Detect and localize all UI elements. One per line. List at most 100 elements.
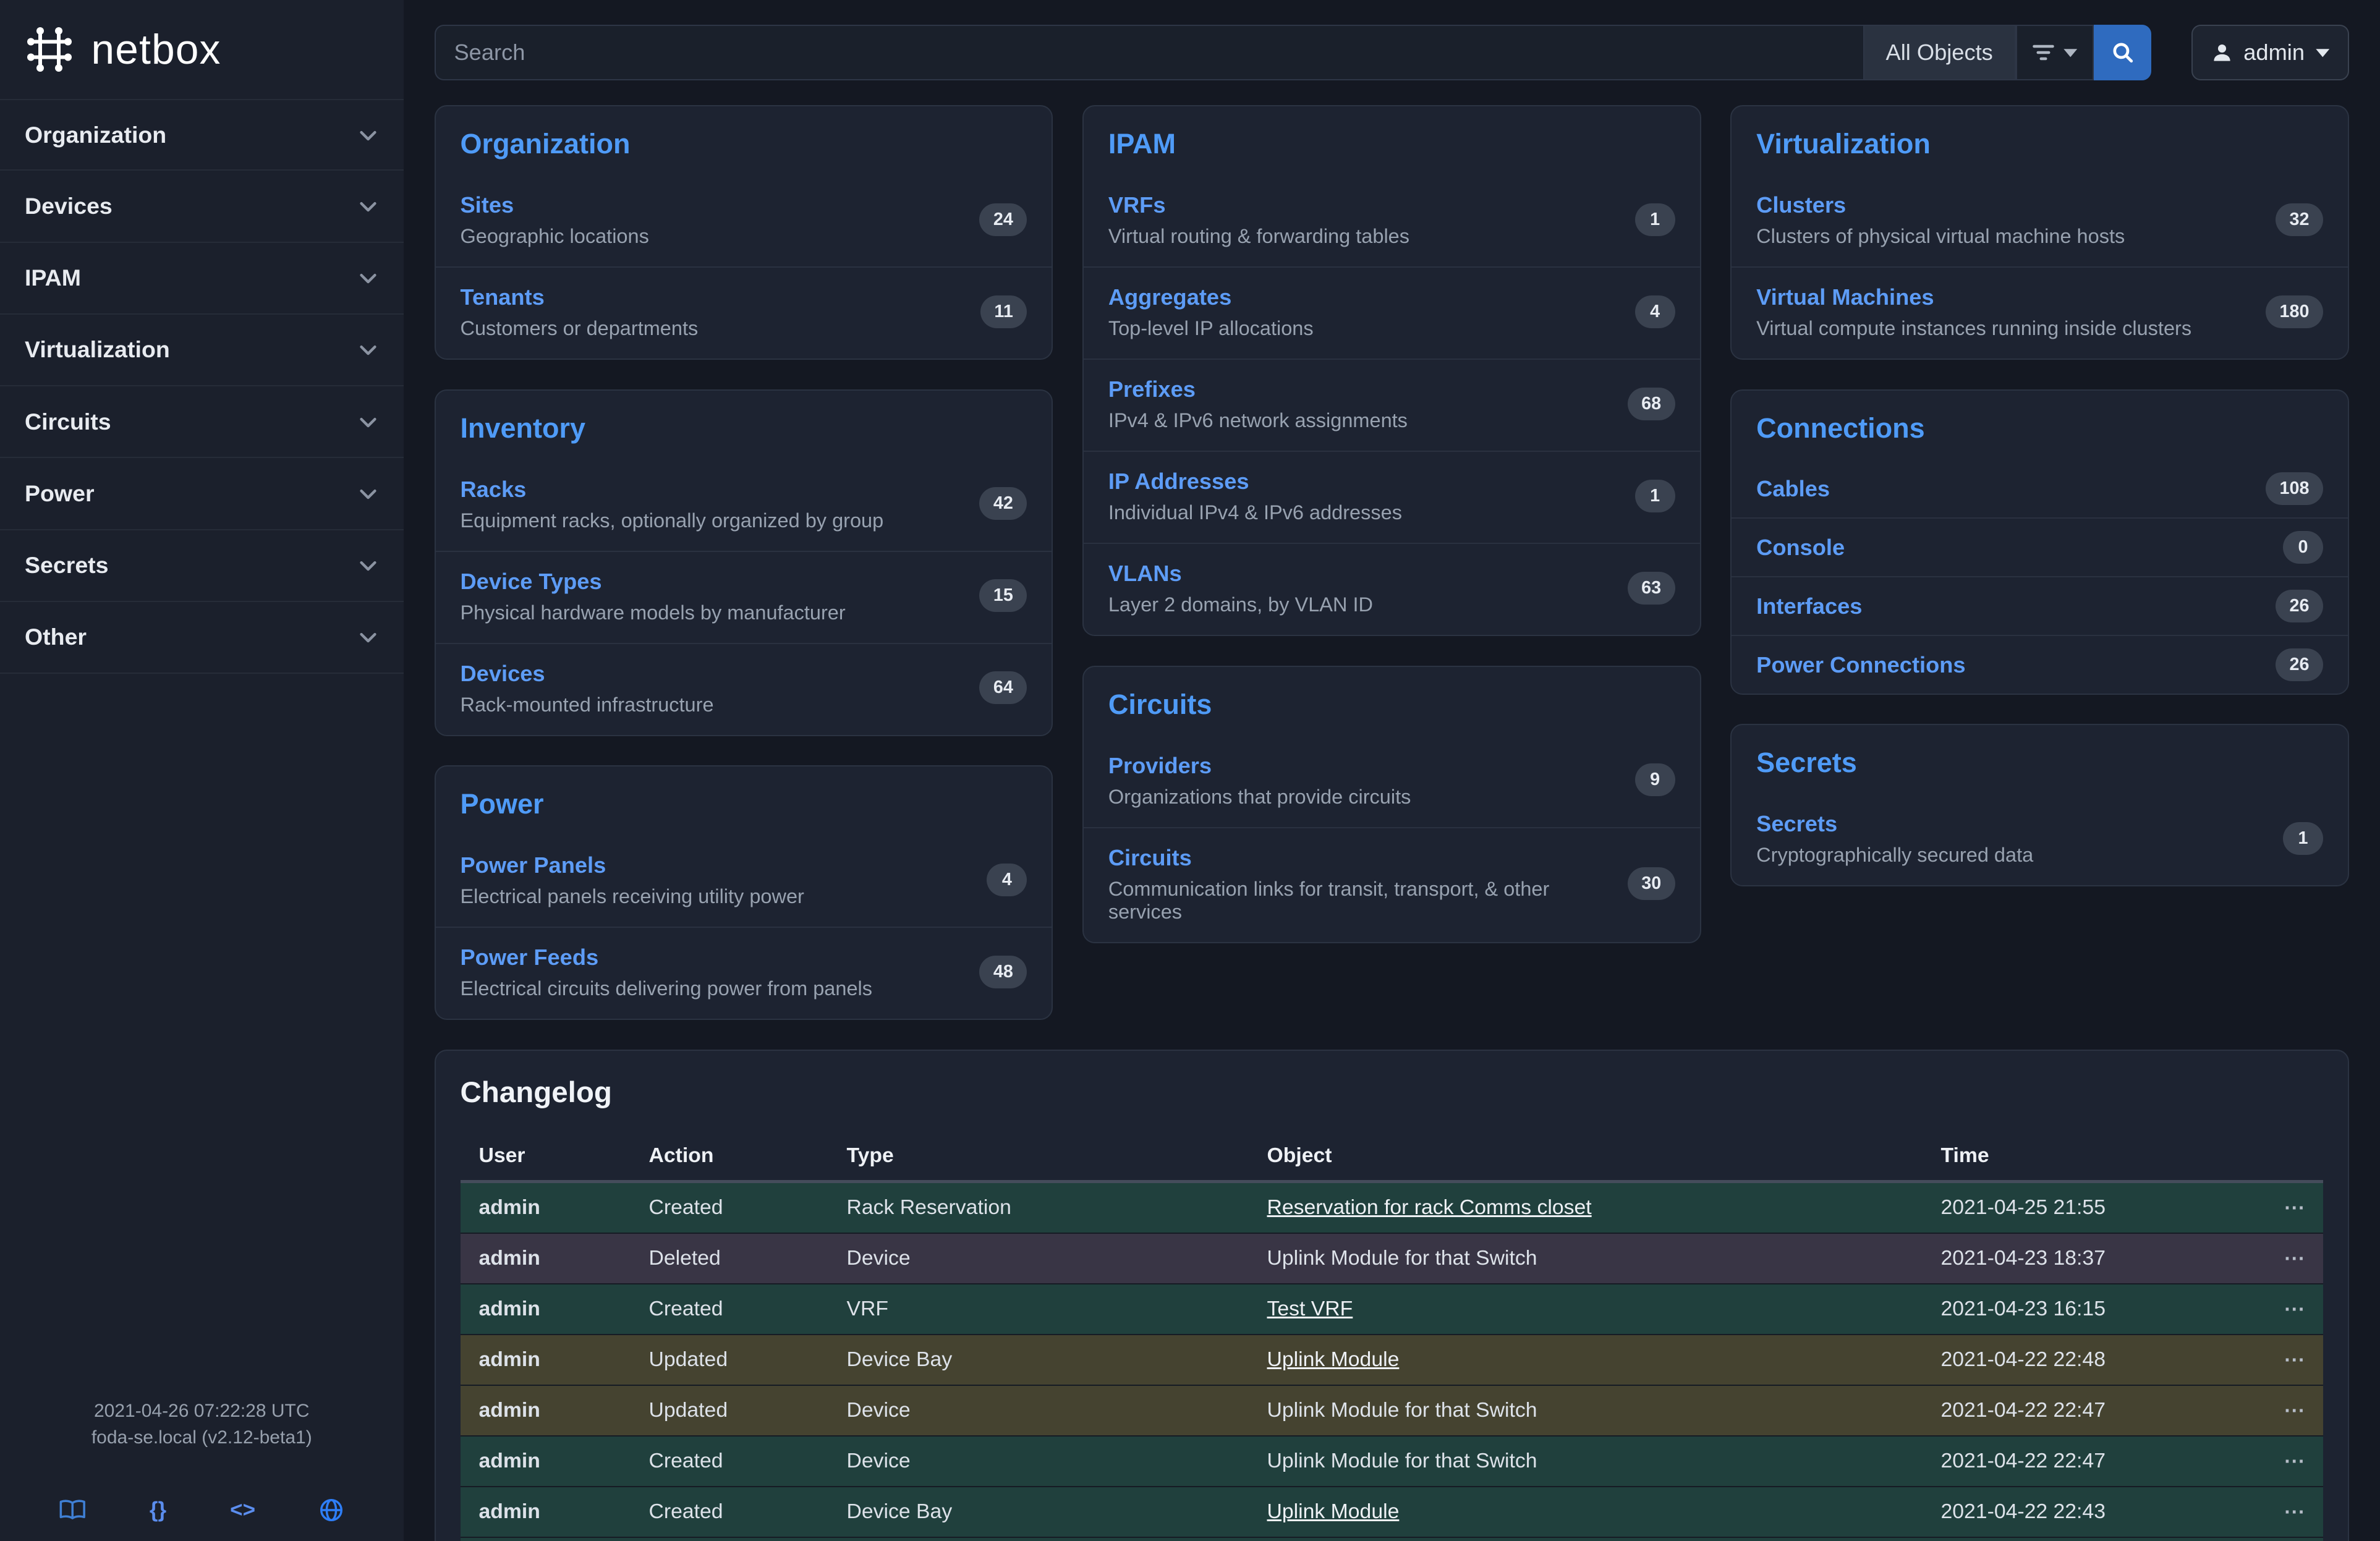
row-actions-button[interactable]: ⋯: [2284, 1297, 2305, 1321]
changelog-object-link[interactable]: Uplink Module: [1267, 1348, 1400, 1371]
item-link[interactable]: Power Feeds: [461, 945, 599, 970]
card-title: Virtualization: [1732, 106, 2348, 176]
card-item-text: Cables: [1756, 475, 1830, 503]
sidebar-item-secrets[interactable]: Secrets: [0, 530, 404, 602]
row-actions-button[interactable]: ⋯: [2284, 1196, 2305, 1220]
row-actions-button[interactable]: ⋯: [2284, 1247, 2305, 1270]
item-link[interactable]: Sites: [461, 192, 514, 218]
community-globe-icon[interactable]: [319, 1498, 344, 1522]
chevron-down-icon: [357, 483, 379, 504]
topbar: All Objects: [404, 0, 2380, 93]
item-link[interactable]: VRFs: [1108, 192, 1166, 218]
sidebar-item-label: Devices: [25, 193, 113, 219]
sidebar-item-power[interactable]: Power: [0, 458, 404, 530]
item-link[interactable]: Console: [1756, 535, 1845, 560]
item-link[interactable]: Providers: [1108, 753, 1212, 778]
count-badge[interactable]: 4: [987, 864, 1027, 896]
chevron-down-icon: [357, 124, 379, 146]
row-actions-button[interactable]: ⋯: [2284, 1399, 2305, 1422]
code-icon[interactable]: <>: [230, 1498, 255, 1522]
item-link[interactable]: Prefixes: [1108, 376, 1196, 402]
item-description: Clusters of physical virtual machine hos…: [1756, 225, 2125, 248]
count-badge[interactable]: 1: [1635, 480, 1675, 512]
sidebar-item-other[interactable]: Other: [0, 602, 404, 674]
changelog-object-cell: Uplink Module: [1249, 1335, 1923, 1385]
changelog-object-cell: Test VRF: [1249, 1284, 1923, 1335]
sidebar-item-organization[interactable]: Organization: [0, 99, 404, 171]
count-badge[interactable]: 42: [979, 487, 1027, 520]
card-title: Circuits: [1084, 667, 1700, 736]
user-menu-button[interactable]: admin: [2191, 25, 2349, 80]
changelog-object-link[interactable]: Reservation for rack Comms closet: [1267, 1195, 1592, 1219]
count-badge[interactable]: 11: [980, 295, 1027, 328]
item-link[interactable]: VLANs: [1108, 561, 1182, 586]
item-link[interactable]: Clusters: [1756, 192, 1846, 218]
count-badge[interactable]: 15: [979, 579, 1027, 612]
item-link[interactable]: Circuits: [1108, 845, 1192, 870]
count-badge[interactable]: 180: [2266, 295, 2323, 328]
item-link[interactable]: Device Types: [461, 569, 602, 594]
item-description: Rack-mounted infrastructure: [461, 694, 714, 716]
item-link[interactable]: Racks: [461, 477, 527, 502]
count-badge[interactable]: 63: [1628, 572, 1675, 605]
card-item-text: Power Connections: [1756, 651, 1965, 679]
changelog-object-link[interactable]: Test VRF: [1267, 1297, 1353, 1320]
card-item-text: Clusters Clusters of physical virtual mac…: [1756, 191, 2125, 248]
changelog-time: 2021-04-23 16:15: [1923, 1284, 2250, 1335]
user-name: admin: [2243, 40, 2305, 66]
count-badge[interactable]: 48: [979, 956, 1027, 988]
search-filter-button[interactable]: [2016, 25, 2094, 80]
count-badge[interactable]: 24: [979, 203, 1027, 236]
sidebar-item-label: IPAM: [25, 265, 81, 291]
count-badge[interactable]: 0: [2283, 531, 2323, 564]
card-title: Organization: [436, 106, 1052, 176]
count-badge[interactable]: 1: [1635, 203, 1675, 236]
docs-book-icon[interactable]: [59, 1499, 86, 1521]
object-type-button[interactable]: All Objects: [1863, 25, 2016, 80]
sidebar-item-ipam[interactable]: IPAM: [0, 243, 404, 315]
count-badge[interactable]: 68: [1628, 388, 1675, 420]
search-button[interactable]: [2094, 25, 2151, 80]
item-link[interactable]: Aggregates: [1108, 284, 1231, 310]
search-input[interactable]: [435, 25, 1863, 80]
item-link[interactable]: Cables: [1756, 476, 1830, 501]
count-badge[interactable]: 108: [2266, 472, 2323, 505]
count-badge[interactable]: 32: [2276, 203, 2323, 236]
item-link[interactable]: Virtual Machines: [1756, 284, 1934, 310]
item-link[interactable]: IP Addresses: [1108, 469, 1249, 494]
item-link[interactable]: Interfaces: [1756, 593, 1862, 619]
home-link[interactable]: netbox: [0, 0, 404, 99]
count-badge[interactable]: 64: [979, 671, 1027, 704]
count-badge[interactable]: 26: [2276, 590, 2323, 622]
row-actions-button[interactable]: ⋯: [2284, 1500, 2305, 1524]
footer-icons: {} <>: [15, 1498, 388, 1522]
caret-down-icon: [2316, 47, 2330, 58]
item-link[interactable]: Secrets: [1756, 811, 1837, 836]
count-badge[interactable]: 4: [1635, 295, 1675, 328]
api-braces-icon[interactable]: {}: [150, 1498, 166, 1522]
changelog-action: Updated: [631, 1385, 828, 1436]
count-badge[interactable]: 26: [2276, 648, 2323, 681]
changelog-object-link[interactable]: Uplink Module: [1267, 1500, 1400, 1523]
row-actions-button[interactable]: ⋯: [2284, 1450, 2305, 1473]
item-link[interactable]: Power Connections: [1756, 652, 1965, 677]
count-badge[interactable]: 30: [1628, 867, 1675, 900]
count-badge[interactable]: 9: [1635, 763, 1675, 796]
item-link[interactable]: Tenants: [461, 284, 545, 310]
row-actions-button[interactable]: ⋯: [2284, 1348, 2305, 1372]
changelog-user: admin: [461, 1335, 631, 1385]
count-badge[interactable]: 1: [2283, 822, 2323, 855]
changelog-action: Created: [631, 1487, 828, 1537]
sidebar-item-virtualization[interactable]: Virtualization: [0, 315, 404, 386]
sidebar-item-circuits[interactable]: Circuits: [0, 386, 404, 458]
brand-name: netbox: [91, 26, 221, 74]
item-link[interactable]: Power Panels: [461, 852, 606, 878]
sidebar-item-devices[interactable]: Devices: [0, 171, 404, 242]
item-link[interactable]: Devices: [461, 661, 545, 686]
